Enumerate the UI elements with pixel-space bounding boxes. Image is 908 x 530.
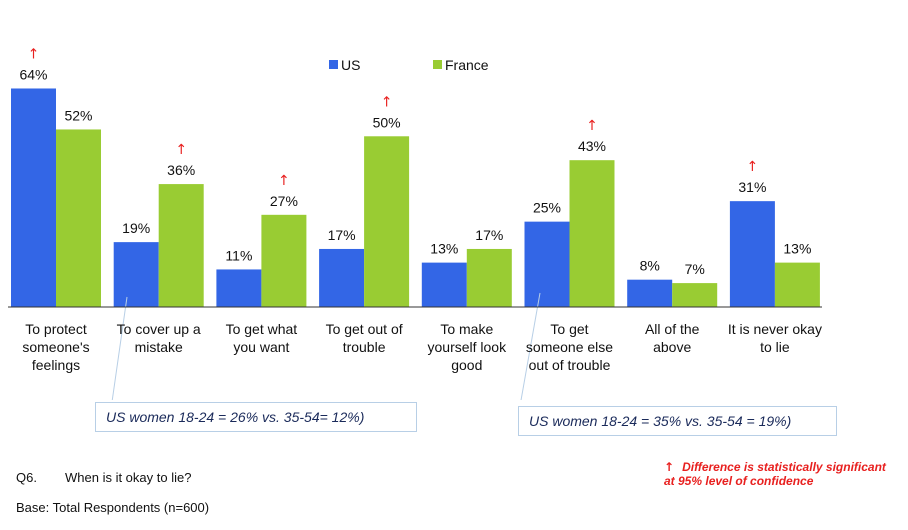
legend-swatch-france	[433, 60, 442, 69]
legend-label-france: France	[445, 57, 489, 73]
category-label-line: someone's	[22, 339, 89, 355]
bar-us-5	[524, 221, 570, 307]
significance-arrow-icon: ↑	[747, 159, 759, 175]
bar-us-6	[627, 279, 673, 307]
data-label-france-3: 50%	[373, 114, 401, 130]
data-label-france-1: 36%	[167, 162, 195, 178]
significance-arrow-icon: ↑	[175, 142, 187, 158]
callout-us-women-cover-up: US women 18-24 = 26% vs. 35-54= 12%)	[95, 402, 417, 432]
category-label-2: To get what you want	[226, 321, 298, 355]
significance-text-line-2: at 95% level of confidence	[664, 474, 814, 488]
category-label-7: It is never okay to lie	[728, 321, 822, 355]
data-label-france-2: 27%	[270, 193, 298, 209]
data-label-us-2: 11%	[225, 247, 252, 263]
significance-arrow-icon: ↑	[381, 94, 393, 110]
category-label-line: It is never okay	[728, 321, 822, 337]
category-labels: To protect someone's feelings To cover up a…	[22, 321, 822, 373]
bar-us-3	[319, 248, 365, 307]
bar-france-0	[56, 129, 101, 307]
bar-us-4	[421, 262, 467, 307]
category-label-line: good	[451, 357, 482, 373]
category-label-line: To protect	[25, 321, 87, 337]
category-label-line: To make	[440, 321, 493, 337]
callout-pointers	[111, 292, 541, 400]
category-label-line: To get what	[226, 321, 298, 337]
category-label-line: To get out of	[326, 321, 403, 337]
category-label-4: To make yourself look good	[428, 321, 508, 373]
data-label-us-0: 64%	[19, 66, 47, 82]
data-label-us-7: 31%	[738, 179, 766, 195]
callout-us-women-someone-else: US women 18-24 = 35% vs. 35-54 = 19%)	[518, 406, 837, 436]
category-label-line: someone else	[526, 339, 613, 355]
bar-us-1	[113, 242, 159, 307]
bar-france-7	[774, 262, 820, 307]
legend: US France	[329, 57, 489, 73]
bar-france-5	[569, 160, 615, 307]
category-label-6: All of the above	[645, 321, 700, 355]
bar-us-2	[216, 269, 262, 307]
bar-us-0	[11, 88, 56, 307]
question-number: Q6.	[16, 470, 37, 485]
category-label-line: To cover up a	[117, 321, 201, 337]
data-label-france-7: 13%	[783, 241, 811, 257]
category-label-line: mistake	[135, 339, 183, 355]
question-text: When is it okay to lie?	[65, 470, 192, 485]
category-label-line: you want	[233, 339, 289, 355]
bar-chart: US France 64% ↑ 52% 19% 36% ↑ 11% 27% ↑ 17% 50% ↑ 13%…	[8, 46, 822, 400]
bar-france-6	[672, 283, 718, 307]
category-label-0: To protect someone's feelings	[22, 321, 89, 373]
bars: 64% ↑ 52% 19% 36% ↑ 11% 27% ↑ 17% 50% ↑ 13% 17% 25% 43%…	[11, 46, 820, 307]
data-label-us-4: 13%	[430, 241, 458, 257]
bar-us-7	[729, 201, 775, 307]
significance-text-line-1: Difference is statistically significant	[682, 460, 886, 474]
bar-france-4	[466, 248, 512, 307]
category-label-line: All of the	[645, 321, 700, 337]
up-arrow-icon: ↑	[664, 460, 675, 474]
significance-arrow-icon: ↑	[278, 173, 290, 189]
data-label-us-1: 19%	[122, 220, 150, 236]
bar-france-3	[364, 136, 410, 307]
bar-france-1	[158, 184, 204, 307]
category-label-1: To cover up a mistake	[117, 321, 201, 355]
category-label-line: feelings	[32, 357, 80, 373]
category-label-3: To get out of trouble	[326, 321, 403, 355]
legend-label-us: US	[341, 57, 360, 73]
data-label-france-0: 52%	[64, 107, 92, 123]
category-label-line: out of trouble	[529, 357, 611, 373]
data-label-france-6: 7%	[685, 261, 705, 277]
legend-swatch-us	[329, 60, 338, 69]
category-label-line: To get	[550, 321, 588, 337]
bar-france-2	[261, 214, 307, 307]
category-label-5: To get someone else out of trouble	[526, 321, 613, 373]
significance-arrow-icon: ↑	[28, 46, 40, 62]
category-label-line: to lie	[760, 339, 790, 355]
callout-pointer-2	[520, 292, 541, 400]
data-label-us-5: 25%	[533, 200, 561, 216]
data-label-france-5: 43%	[578, 138, 606, 154]
significance-note: ↑ Difference is statistically significant…	[664, 460, 904, 488]
category-label-line: yourself look	[428, 339, 508, 355]
data-label-us-3: 17%	[328, 227, 356, 243]
base-note: Base: Total Respondents (n=600)	[16, 500, 210, 515]
category-label-line: trouble	[343, 339, 386, 355]
significance-arrow-icon: ↑	[586, 118, 598, 134]
category-label-line: above	[653, 339, 691, 355]
data-label-france-4: 17%	[475, 227, 503, 243]
callout-pointer-1	[111, 296, 128, 400]
data-label-us-6: 8%	[640, 258, 660, 274]
